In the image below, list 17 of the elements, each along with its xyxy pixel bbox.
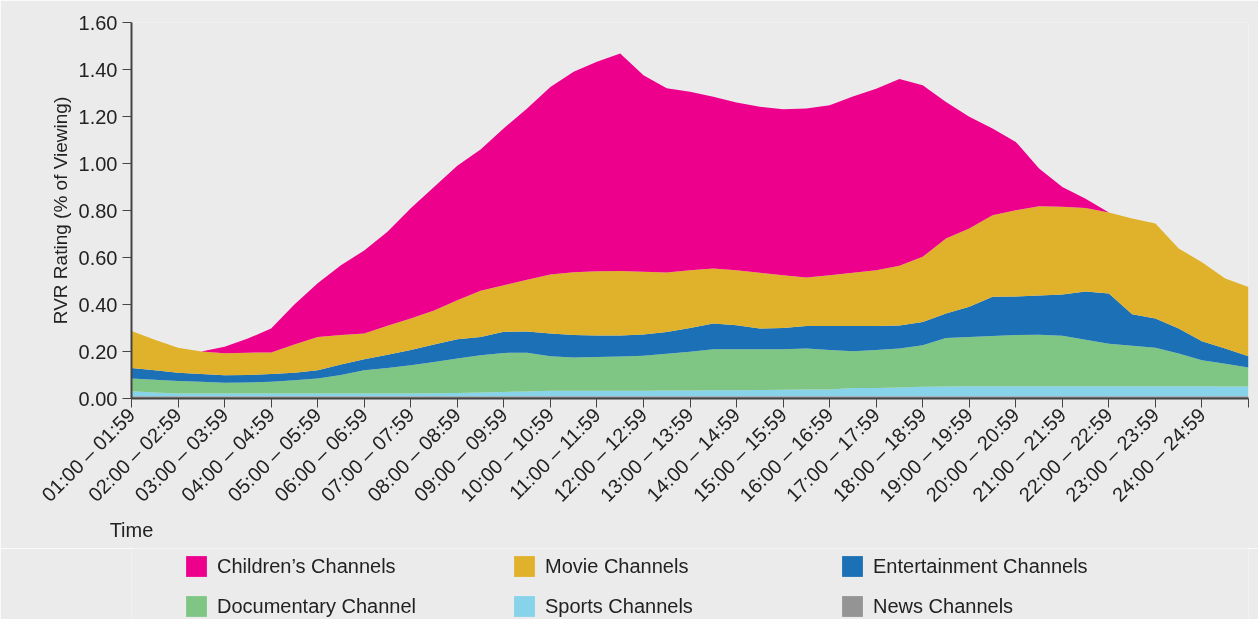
legend-label: Children’s Channels	[217, 554, 397, 578]
y-tick-label: 0.40	[78, 293, 118, 316]
y-tick-label: 0.20	[78, 340, 118, 363]
x-axis-title: Time	[109, 518, 154, 541]
legend-label: News Channels	[873, 594, 1015, 618]
y-tick-label: 1.00	[78, 152, 118, 175]
y-tick-label: 0.80	[78, 199, 118, 222]
y-tick-label: 1.20	[78, 105, 118, 128]
y-tick-label: 0.60	[78, 246, 118, 269]
legend-label: Entertainment Channels	[873, 554, 1089, 578]
y-axis-title: RVR Rating (% of Viewing)	[49, 96, 71, 325]
y-tick-label: 1.40	[78, 58, 118, 81]
legend-label: Sports Channels	[545, 594, 694, 618]
y-tick-label: 0.00	[78, 387, 118, 410]
legend-label: Documentary Channel	[217, 594, 417, 618]
y-tick-label: 1.60	[78, 11, 118, 34]
legend-label: Movie Channels	[545, 554, 690, 578]
